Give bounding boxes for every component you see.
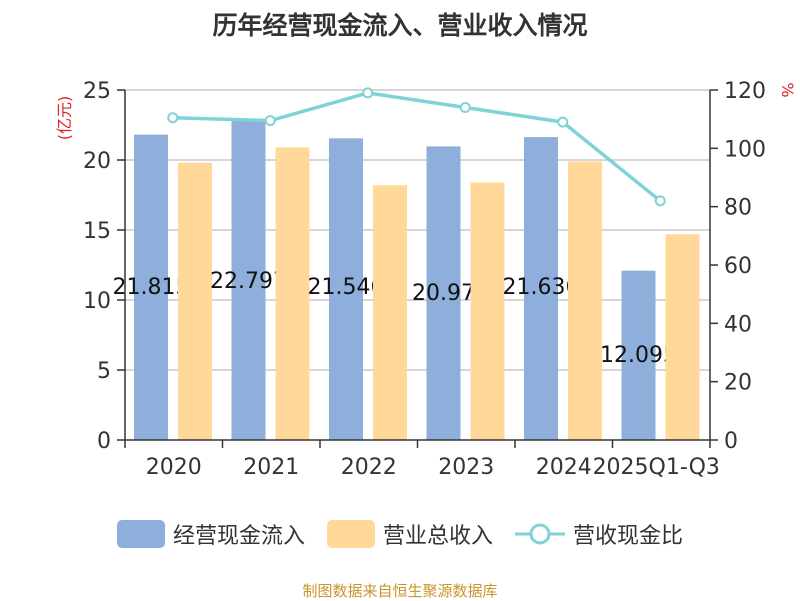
- bar-cash-inflow: [524, 137, 558, 440]
- legend: 经营现金流入 营业总收入 营收现金比: [0, 518, 800, 550]
- x-tick-label: 2021: [243, 455, 299, 480]
- ratio-point: [557, 116, 569, 128]
- bar-data-label: 12.095: [600, 343, 677, 368]
- right-tick-label: 60: [724, 254, 752, 279]
- bar-cash-inflow: [426, 146, 461, 441]
- legend-label: 营收现金比: [573, 524, 684, 549]
- ratio-point: [167, 112, 179, 124]
- legend-item-revenue[interactable]: 营业总收入: [326, 518, 493, 550]
- right-tick-label: 120: [724, 79, 766, 104]
- ratio-line: [172, 91, 662, 203]
- left-axis-label: (亿元): [55, 96, 74, 141]
- bar-revenue: [568, 161, 602, 440]
- bar-data-label: 21.815: [113, 275, 190, 300]
- legend-item-cash-inflow[interactable]: 经营现金流入: [116, 518, 305, 550]
- bar-revenue: [373, 185, 407, 440]
- bar-cash-inflow: [231, 120, 266, 440]
- bar-revenue: [275, 147, 310, 440]
- bar-revenue: [665, 234, 700, 440]
- bar-cash-inflow: [134, 134, 168, 440]
- ratio-point: [654, 195, 666, 207]
- bar-cash-inflow: [329, 138, 363, 440]
- legend-label: 营业总收入: [382, 524, 493, 549]
- left-tick-label: 5: [97, 359, 111, 384]
- ratio-point: [459, 102, 471, 113]
- x-tick-label: 2025Q1-Q3: [593, 455, 720, 480]
- bar-revenue: [470, 182, 505, 440]
- right-tick-label: 80: [724, 196, 752, 221]
- legend-swatch: [326, 520, 375, 548]
- right-tick-label: 100: [724, 137, 766, 162]
- right-tick-label: 0: [724, 429, 738, 454]
- bar-data-label: 22.797: [210, 269, 287, 294]
- bar-data-label: 20.97: [412, 281, 475, 306]
- left-tick-label: 25: [83, 79, 111, 104]
- source-note: 制图数据来自恒生聚源数据库: [302, 582, 498, 600]
- ratio-point: [264, 115, 276, 127]
- x-tick-label: 2023: [438, 455, 494, 480]
- x-tick-label: 2020: [146, 455, 202, 480]
- legend-line-icon: [515, 523, 565, 545]
- bar-cash-inflow: [621, 270, 656, 440]
- left-tick-label: 20: [83, 149, 111, 174]
- left-tick-label: 0: [97, 429, 111, 454]
- legend-label: 经营现金流入: [172, 524, 305, 549]
- legend-item-ratio[interactable]: 营收现金比: [515, 518, 683, 550]
- bar-data-label: 21.636: [503, 275, 580, 300]
- right-tick-label: 40: [724, 312, 752, 337]
- x-tick-label: 2022: [341, 455, 397, 480]
- chart-title: 历年经营现金流入、营业收入情况: [212, 11, 588, 40]
- left-tick-label: 10: [83, 289, 111, 314]
- x-tick-label: 2024: [536, 455, 592, 480]
- right-tick-label: 20: [724, 371, 752, 396]
- bar-data-label: 21.546: [308, 275, 385, 300]
- left-tick-label: 15: [83, 219, 111, 244]
- bar-revenue: [178, 162, 212, 441]
- ratio-point: [362, 87, 374, 99]
- legend-swatch: [116, 520, 165, 548]
- right-axis-label: %: [778, 82, 797, 97]
